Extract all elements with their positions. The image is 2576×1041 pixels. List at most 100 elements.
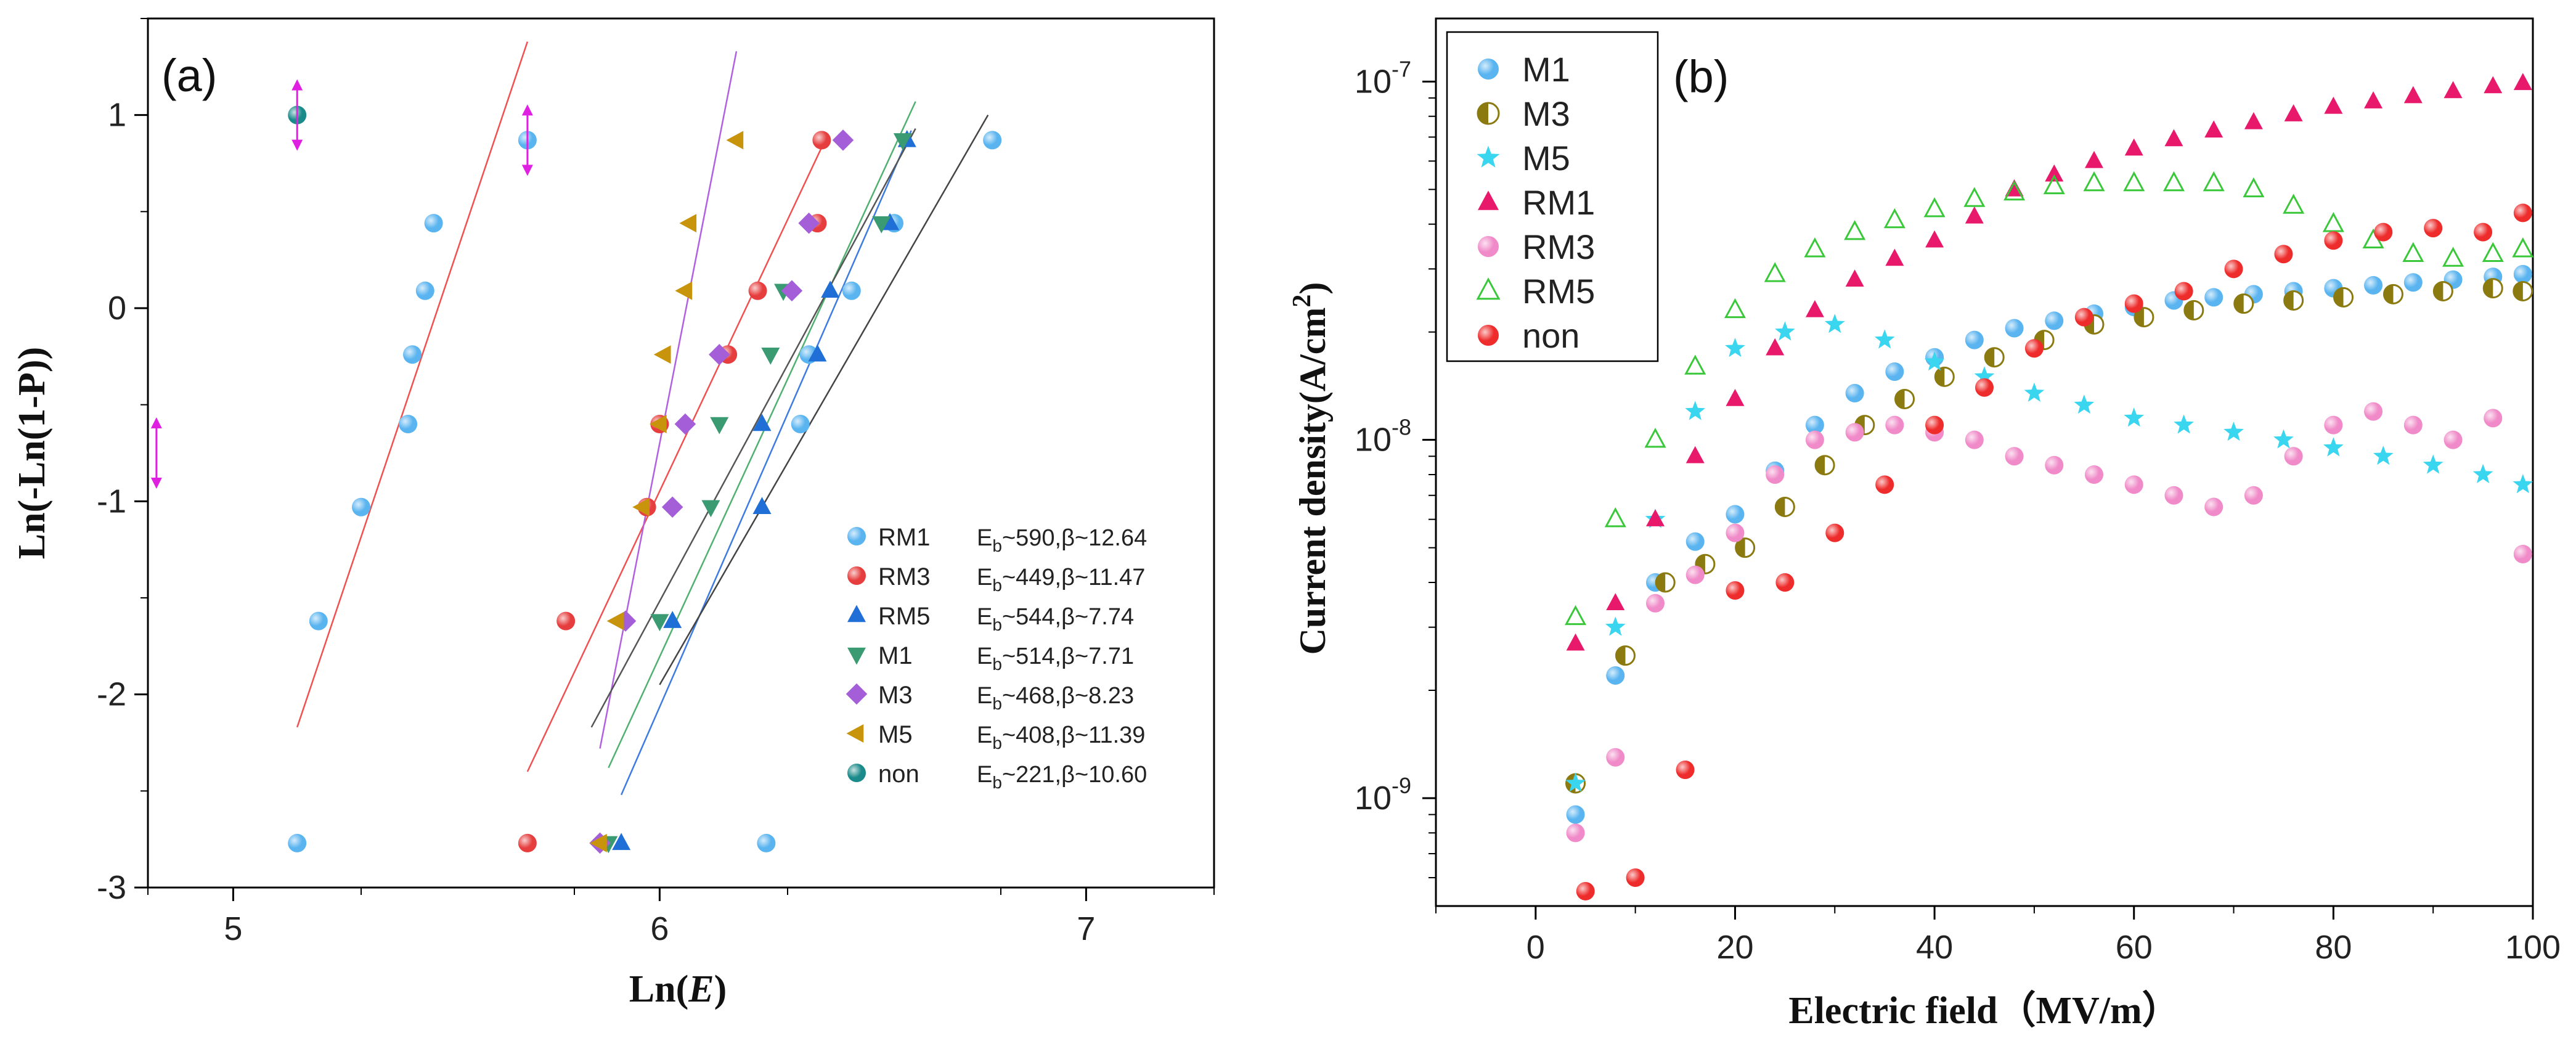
point-b-m5-10 — [1974, 366, 1995, 386]
point-b-rm5-11 — [1963, 187, 1986, 207]
legend-b-name: RM5 — [1522, 272, 1595, 311]
point-b-rm5-22 — [2402, 242, 2424, 263]
point-b-rm5-6 — [1764, 262, 1786, 282]
point-b-m3-14 — [2134, 307, 2154, 328]
point-b-rm3-22 — [2403, 415, 2423, 435]
point-b-m5-11 — [2024, 382, 2045, 402]
point-b-rm5-20 — [2322, 212, 2344, 232]
x-axis-label-b: Electric field（MV/m） — [1788, 989, 2180, 1032]
y-tick-label-a: 1 — [108, 97, 126, 134]
legend-a-stats: Eb~544,β~7.74 — [977, 604, 1134, 634]
point-b-non-8 — [1925, 415, 1944, 435]
point-b-m5-17 — [2323, 437, 2344, 457]
legend-b-item-rm5: RM5 — [1476, 272, 1595, 311]
data-points-a — [288, 105, 1002, 854]
point-b-m3-7 — [1814, 455, 1835, 476]
point-b-non-10 — [2024, 339, 2044, 358]
point-b-m3-19 — [2382, 284, 2403, 304]
fit-line-4 — [608, 101, 916, 769]
x-tick-label-a: 5 — [224, 910, 242, 947]
point-rm1-1 — [288, 833, 307, 852]
legend-a-item-non: non Eb~221,β~10.60 — [847, 761, 1147, 792]
point-m1-4 — [710, 417, 729, 435]
point-b-rm1-16 — [2164, 129, 2183, 147]
point-b-rm1-3 — [1646, 509, 1665, 526]
point-b-rm5-1 — [1565, 605, 1587, 626]
point-rm1-10 — [791, 415, 810, 433]
y-tick-label-a: -1 — [97, 483, 126, 520]
point-m5-5 — [653, 345, 671, 364]
x-tick-label-b: 0 — [1526, 929, 1545, 966]
point-m3-5 — [709, 343, 730, 365]
point-m1-2 — [650, 614, 669, 632]
point-b-m3-18 — [2333, 287, 2354, 308]
fit-line-7 — [659, 115, 989, 685]
y-tick-label-b: 10-9 — [1355, 773, 1411, 817]
legend-b-name: non — [1522, 316, 1579, 355]
point-m5-7 — [679, 214, 697, 233]
series-b-m5 — [1565, 314, 2533, 792]
point-m3-4 — [674, 413, 696, 435]
y-ticks-a: -3 -2 -1 0 1 — [97, 18, 148, 906]
point-b-non-1 — [1576, 881, 1595, 900]
legend-b-marker-m3 — [1477, 102, 1500, 125]
legend-b-name: RM1 — [1522, 183, 1595, 222]
legend-a-marker-m1 — [847, 647, 866, 665]
point-b-non-18 — [2424, 219, 2443, 238]
point-b-m5-4 — [1685, 401, 1706, 420]
legend-b-marker-rm5 — [1476, 277, 1501, 300]
point-b-m1-9 — [1885, 362, 1904, 382]
point-m3-7 — [798, 212, 820, 234]
point-b-rm5-3 — [1644, 428, 1666, 448]
series-m5 — [590, 131, 744, 852]
point-b-rm1-18 — [2244, 112, 2263, 129]
point-b-m1-7 — [1805, 415, 1824, 435]
series-b-rm1 — [1566, 73, 2532, 651]
y-ticks-b: 10-9 10-8 10-7 — [1355, 56, 1436, 878]
legend-b-marker-non — [1478, 325, 1499, 346]
legend-a-marker-m3 — [846, 683, 868, 705]
legend-b-box — [1446, 31, 1659, 362]
point-b-rm1-8 — [1845, 269, 1864, 287]
point-b-m1-13 — [2045, 311, 2064, 330]
data-points-b — [1565, 73, 2534, 900]
point-b-rm1-5 — [1726, 388, 1745, 406]
legend-a-stats: Eb~449,β~11.47 — [977, 565, 1145, 595]
point-rm3-8 — [812, 131, 831, 150]
fit-line-3 — [620, 130, 912, 796]
point-b-rm5-4 — [1684, 354, 1706, 375]
point-b-m5-9 — [1924, 351, 1945, 371]
point-b-m5-12 — [2074, 394, 2095, 414]
y-tick-label-a: 0 — [108, 290, 126, 327]
legend-b-item-m1: M1 — [1478, 50, 1570, 89]
point-b-rm1-15 — [2124, 138, 2143, 156]
point-b-non-6 — [1825, 523, 1844, 542]
point-b-m1-4 — [1685, 532, 1705, 551]
legend-b-name: M1 — [1522, 50, 1570, 89]
point-rm3-2 — [556, 611, 576, 631]
y-axis-label-a: Ln(-Ln(1-P)) — [11, 347, 53, 559]
point-m5-4 — [649, 415, 667, 433]
point-b-rm5-7 — [1804, 237, 1826, 258]
point-b-m3-11 — [1984, 347, 2005, 368]
error-markers-a — [150, 79, 533, 489]
point-m5-6 — [675, 281, 693, 300]
legend-b-name: RM3 — [1522, 227, 1595, 266]
point-rm1-2 — [309, 611, 328, 631]
x-ticks-a: 5 6 7 — [147, 888, 1215, 947]
point-b-m1-2 — [1606, 666, 1625, 685]
series-rm1 — [288, 131, 1002, 852]
point-b-rm3-17 — [2204, 497, 2223, 516]
legend-b-item-rm1: RM1 — [1478, 183, 1595, 222]
legend-a-marker-non — [847, 764, 866, 782]
point-b-m5-8 — [1874, 329, 1895, 349]
panel-b-label: (b) — [1673, 51, 1729, 102]
legend-a-name: non — [878, 761, 919, 788]
point-b-rm3-8 — [1845, 423, 1864, 442]
point-b-m1-1 — [1566, 805, 1585, 824]
legend-a-name: M1 — [878, 642, 913, 669]
legend-b-item-m5: M5 — [1477, 139, 1570, 178]
point-b-rm3-18 — [2244, 486, 2263, 505]
y-tick-label-b: 10-7 — [1355, 56, 1411, 100]
